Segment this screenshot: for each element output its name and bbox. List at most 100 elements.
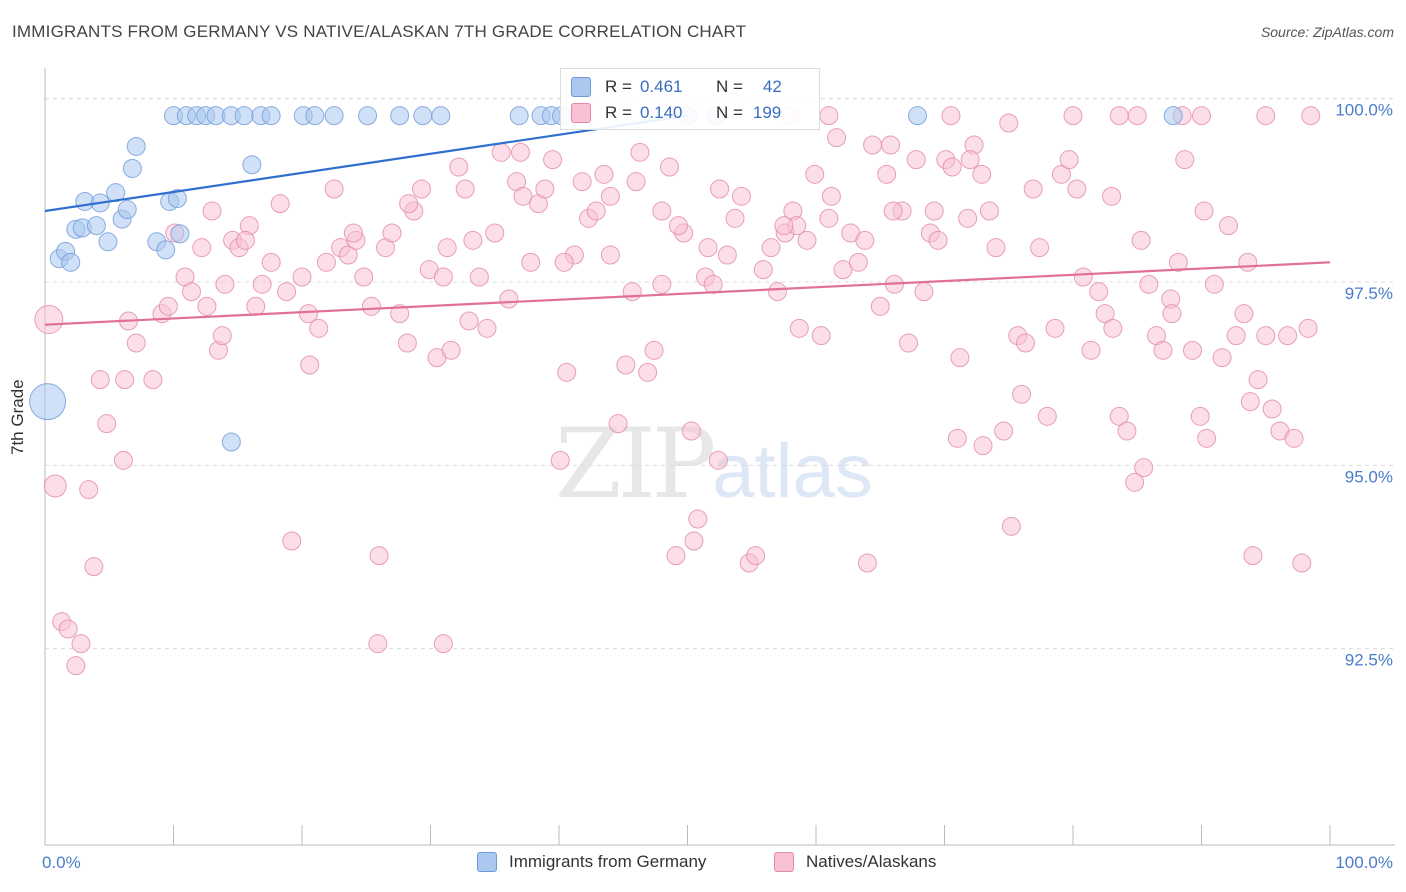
stats-n-label: N = [715, 77, 743, 96]
germany-trend-line [44, 114, 688, 213]
germany-point [242, 155, 262, 175]
natives-point [753, 260, 773, 280]
germany-point [324, 106, 344, 126]
natives-point [66, 656, 86, 676]
watermark-atlas: atlas [712, 429, 873, 514]
germany-point [117, 200, 137, 220]
natives-point [126, 333, 146, 353]
natives-point [455, 179, 475, 199]
natives-point [600, 245, 620, 265]
germany-point [261, 106, 281, 126]
natives-point [1030, 238, 1050, 258]
germany-point [106, 183, 126, 203]
natives-point [827, 128, 847, 148]
natives-point [863, 135, 883, 155]
natives-point [1168, 252, 1188, 272]
natives-point [819, 106, 839, 126]
natives-point [449, 157, 469, 177]
natives-point [972, 164, 992, 184]
natives-point [535, 179, 555, 199]
germany-point [413, 106, 433, 126]
natives-point [1067, 179, 1087, 199]
natives-point [58, 619, 78, 639]
natives-point [833, 260, 853, 280]
natives-point [797, 230, 817, 250]
germany-point [908, 106, 928, 126]
natives-point [616, 355, 636, 375]
natives-point [848, 252, 868, 272]
natives-point [1139, 274, 1159, 294]
stats-row-natives: R = 0.140 N = 199 [571, 101, 781, 125]
germany-point [431, 106, 451, 126]
natives-point [1162, 304, 1182, 324]
natives-point [1023, 179, 1043, 199]
natives-point [811, 326, 831, 346]
natives-point [1278, 326, 1298, 346]
natives-point [1102, 186, 1122, 206]
natives-point [324, 179, 344, 199]
germany-point [156, 240, 176, 260]
natives-point [698, 238, 718, 258]
natives-point [622, 282, 642, 302]
stats-row-germany: R = 0.461 N = 42 [571, 75, 782, 99]
natives-point [113, 450, 133, 470]
germany-point [122, 158, 142, 178]
germany-point [305, 106, 325, 126]
natives-point [1256, 106, 1276, 126]
natives-point [761, 238, 781, 258]
germany-point [234, 106, 254, 126]
natives-point [1012, 384, 1032, 404]
natives-point [870, 296, 890, 316]
natives-point [71, 634, 91, 654]
natives-point [660, 157, 680, 177]
natives-point [1183, 340, 1203, 360]
natives-point [197, 296, 217, 316]
natives-point [491, 142, 511, 162]
natives-point [684, 531, 704, 551]
legend-swatch-germany [477, 852, 497, 872]
natives-point [731, 186, 751, 206]
germany-point [509, 106, 529, 126]
natives-point [277, 282, 297, 302]
natives-point [433, 634, 453, 654]
legend-item-natives[interactable]: Natives/Alaskans [774, 852, 936, 872]
germany-point [61, 252, 81, 272]
natives-point [1015, 333, 1035, 353]
natives-point [412, 179, 432, 199]
natives-point [638, 362, 658, 382]
natives-point [115, 370, 135, 390]
natives-point [881, 135, 901, 155]
natives-point [1262, 399, 1282, 419]
natives-point [877, 164, 897, 184]
natives-point [958, 208, 978, 228]
germany-point [221, 432, 241, 452]
natives-point [708, 450, 728, 470]
natives-point [666, 546, 686, 566]
natives-point [397, 333, 417, 353]
natives-point [1063, 106, 1083, 126]
germany-point [29, 383, 67, 421]
stats-legend: R = 0.461 N = 42 R = 0.140 N = 199 [560, 68, 820, 130]
natives-point [710, 179, 730, 199]
germany-point [390, 106, 410, 126]
stats-r-label: R = [605, 77, 632, 96]
natives-point [1059, 150, 1079, 170]
natives-point [1218, 216, 1238, 236]
natives-point [1194, 201, 1214, 221]
stats-n-label: N = [715, 103, 743, 122]
legend-item-germany[interactable]: Immigrants from Germany [477, 852, 706, 872]
natives-point [309, 318, 329, 338]
natives-point [354, 267, 374, 287]
natives-point [941, 106, 961, 126]
natives-point [1117, 421, 1137, 441]
stats-r-value: 0.461 [639, 77, 683, 96]
natives-point [947, 428, 967, 448]
natives-point [652, 274, 672, 294]
natives-point [235, 230, 255, 250]
natives-point [586, 201, 606, 221]
stats-n-value: 42 [762, 77, 782, 96]
y-tick-label: 97.5% [1345, 284, 1393, 303]
natives-point [282, 531, 302, 551]
natives-point [261, 252, 281, 272]
